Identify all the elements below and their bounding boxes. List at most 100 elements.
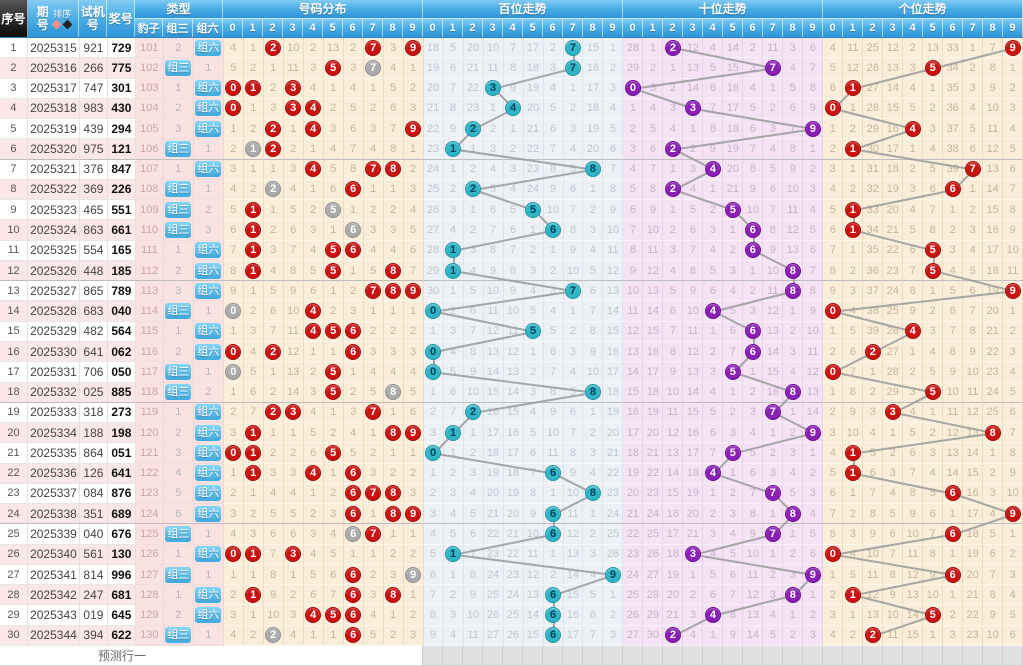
tens-cell-3: 12 [683, 38, 704, 59]
prediction-empty-cell[interactable] [663, 645, 683, 666]
dist-cell-2: 3 [263, 463, 284, 484]
hundreds-cell-3: 26 [483, 605, 504, 626]
prediction-empty-cell[interactable] [783, 645, 803, 666]
tens-cell-0: 14 [623, 362, 644, 383]
hundreds-cell-8: 1 [583, 402, 604, 424]
pur-ball: 6 [744, 242, 761, 259]
prediction-empty-cell[interactable] [583, 645, 603, 666]
tens-cell-4: 2 [703, 341, 724, 363]
units-cell-3: 4 [883, 483, 904, 505]
tens-cell-6: 6 [743, 119, 764, 140]
prediction-empty-cell[interactable] [563, 645, 583, 666]
cell-seq: 30 [0, 625, 28, 646]
units-cell-7: 11 [963, 382, 984, 403]
tens-cell-6: 6 [743, 220, 764, 241]
prediction-empty-cell[interactable] [843, 645, 863, 666]
prediction-empty-cell[interactable] [803, 645, 823, 666]
cyan-ball: 8 [584, 161, 601, 178]
tens-cell-9: 2 [803, 159, 824, 180]
prediction-empty-cell[interactable] [703, 645, 723, 666]
hundreds-cell-3: 24 [483, 564, 504, 586]
tens-cell-2: 2 [663, 220, 684, 241]
header-hundreds-digit-8: 8 [583, 18, 603, 37]
header-tens-digit-0: 0 [623, 18, 643, 37]
dist-cell-0: 7 [223, 240, 244, 261]
tens-cell-2: 2 [663, 38, 684, 59]
tens-cell-1: 8 [643, 179, 664, 201]
units-cell-9: 3 [1003, 564, 1023, 586]
tens-cell-5: 6 [723, 321, 744, 342]
hundreds-cell-0: 3 [423, 504, 444, 525]
dist-cell-7: 3 [363, 341, 384, 363]
prediction-empty-cell[interactable] [863, 645, 883, 666]
prediction-empty-cell[interactable] [983, 645, 1003, 666]
header-hundreds-digit-6: 6 [543, 18, 563, 37]
red-ball: 4 [904, 120, 921, 137]
prediction-empty-cell[interactable] [523, 645, 543, 666]
prediction-empty-cell[interactable] [463, 645, 483, 666]
hundreds-cell-0: 0 [423, 362, 444, 383]
units-cell-6: 1 [943, 585, 964, 606]
tens-cell-9: 9 [803, 98, 824, 120]
cell-z3: 1 [163, 159, 194, 180]
cell-period: 2025330 [27, 341, 80, 363]
prediction-empty-cell[interactable] [543, 645, 563, 666]
cell-z3: 2 [163, 260, 194, 282]
dist-cell-8: 3 [383, 341, 404, 363]
prediction-empty-cell[interactable] [883, 645, 903, 666]
prediction-empty-cell[interactable] [483, 645, 503, 666]
cell-baozi-miss: 115 [135, 321, 164, 342]
prediction-empty-cell[interactable] [963, 645, 983, 666]
prediction-empty-cell[interactable] [903, 645, 923, 666]
prediction-empty-cell[interactable] [763, 645, 783, 666]
prediction-empty-cell[interactable] [443, 645, 463, 666]
prediction-empty-cell[interactable] [743, 645, 763, 666]
group-tag-组六: 组六 [195, 343, 222, 360]
dist-cell-3: 1 [283, 423, 304, 444]
prediction-empty-cell[interactable] [643, 645, 663, 666]
cell-seq: 7 [0, 159, 28, 180]
cell-prize-number: 040 [107, 301, 136, 322]
prediction-empty-cell[interactable] [603, 645, 623, 666]
dist-cell-5: 2 [323, 98, 344, 120]
header-sub-豹子: 豹子 [135, 18, 163, 37]
units-cell-5: 5 [923, 260, 944, 282]
hundreds-cell-1: 5 [443, 362, 464, 383]
red-ball: 7 [365, 404, 382, 421]
tens-cell-7: 3 [763, 119, 784, 140]
sort-desc-icon[interactable] [62, 19, 73, 29]
tens-cell-6: 6 [743, 240, 764, 261]
prediction-empty-cell[interactable] [943, 645, 963, 666]
red-ball: 6 [944, 485, 961, 502]
cell-period: 2025337 [27, 483, 80, 505]
sort-asc-icon[interactable] [51, 19, 62, 29]
hundreds-cell-9: 7 [603, 159, 624, 180]
gray-ball: 7 [365, 59, 382, 76]
units-cell-6: 11 [943, 402, 964, 424]
header-period-sort[interactable]: 期号 排序 [27, 0, 80, 37]
sort-control[interactable]: 排序 [51, 9, 73, 29]
prediction-empty-cell[interactable] [923, 645, 943, 666]
units-cell-2: 5 [863, 443, 884, 464]
header-tens-digit-6: 6 [743, 18, 763, 37]
prediction-empty-cell[interactable] [683, 645, 703, 666]
prediction-cell[interactable]: 预测行一 [0, 645, 423, 666]
prediction-empty-cell[interactable] [503, 645, 523, 666]
tens-cell-3: 2 [683, 585, 704, 606]
cell-z3: 1 [163, 585, 194, 606]
header-hundreds: 百位走势 [423, 0, 623, 19]
tens-cell-3: 14 [683, 382, 704, 403]
prediction-empty-cell[interactable] [1003, 645, 1023, 666]
prediction-empty-cell[interactable] [723, 645, 743, 666]
hundreds-cell-9: 3 [603, 625, 624, 646]
tens-cell-8: 8 [783, 260, 804, 282]
prediction-empty-cell[interactable] [423, 645, 443, 666]
tens-cell-6: 6 [743, 341, 764, 363]
prediction-empty-cell[interactable] [623, 645, 643, 666]
tens-cell-2: 8 [663, 341, 684, 363]
dist-cell-9: 6 [403, 402, 424, 424]
tens-cell-1: 15 [643, 321, 664, 342]
hundreds-cell-7: 13 [563, 544, 584, 565]
prediction-empty-cell[interactable] [823, 645, 843, 666]
hundreds-cell-8: 3 [583, 220, 604, 241]
